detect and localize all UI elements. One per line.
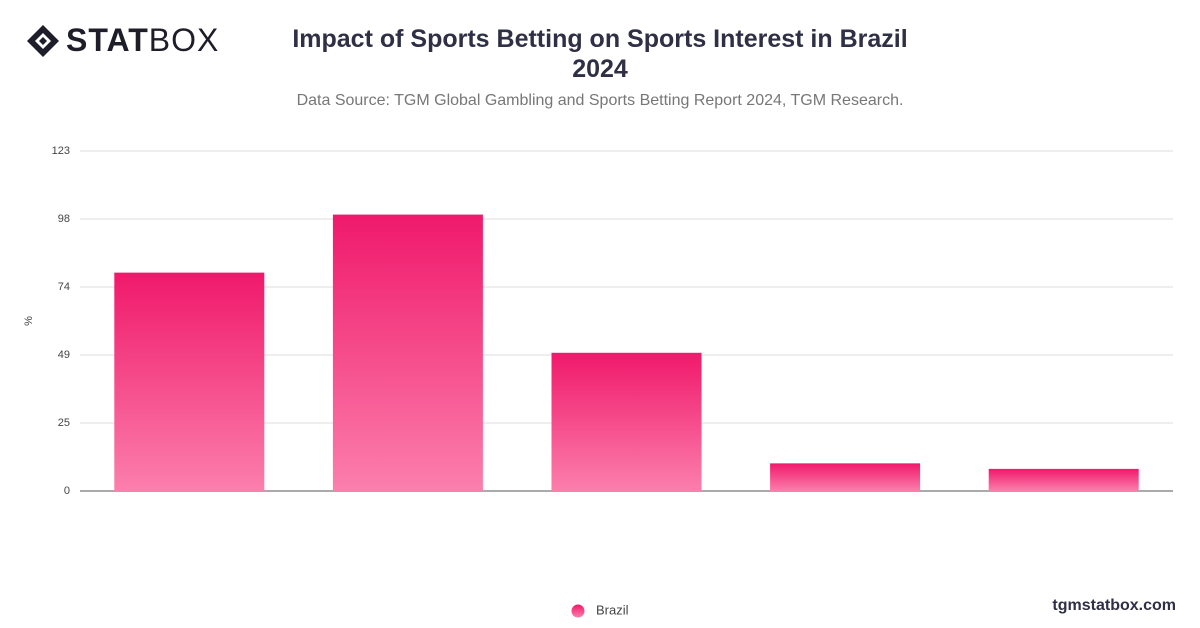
bar — [988, 468, 1139, 491]
logo-light: BOX — [148, 22, 220, 58]
y-tick-label: 49 — [58, 349, 70, 361]
logo-icon — [27, 24, 59, 57]
y-tick-label: 25 — [58, 417, 70, 429]
legend-label: Brazil — [596, 602, 629, 617]
bar — [770, 463, 921, 491]
y-tick-label: 0 — [64, 485, 70, 497]
bar — [332, 214, 483, 491]
y-tick-label: 98 — [58, 213, 70, 225]
y-axis-label: % — [23, 316, 35, 326]
legend-marker — [571, 604, 585, 618]
chart-title: Impact of Sports Betting on Sports Inter… — [292, 25, 908, 83]
y-tick-label: 74 — [58, 281, 70, 293]
bar — [114, 272, 265, 491]
y-tick-label: 123 — [52, 145, 70, 157]
logo-bold: STAT — [66, 22, 149, 58]
logo: STAT BOX — [26, 22, 219, 59]
chart-subtitle: Data Source: TGM Global Gambling and Spo… — [296, 92, 904, 109]
bar — [551, 352, 702, 491]
footer: tgmstatbox.com — [1052, 597, 1176, 614]
